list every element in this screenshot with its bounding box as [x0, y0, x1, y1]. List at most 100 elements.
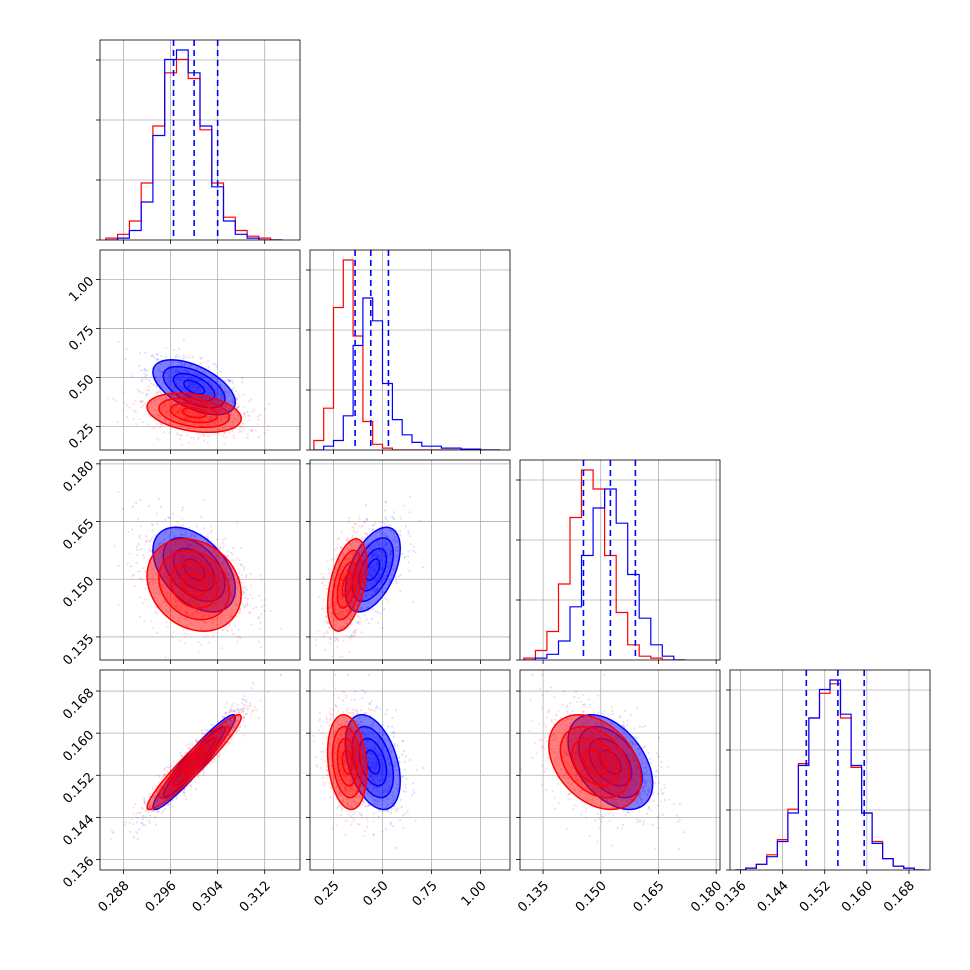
density-contour — [181, 572, 207, 598]
sample-point — [224, 387, 227, 390]
sample-point — [210, 388, 213, 391]
sample-point — [267, 424, 270, 427]
sample-point — [132, 409, 135, 412]
sample-point — [352, 634, 355, 637]
sample-point — [243, 707, 246, 710]
sample-point — [367, 550, 370, 553]
sample-point — [168, 431, 171, 434]
sample-point — [399, 534, 402, 537]
sample-point — [257, 640, 260, 643]
sample-point — [249, 572, 252, 575]
sample-point — [336, 645, 339, 648]
sample-point — [242, 591, 246, 594]
sample-point — [260, 599, 263, 602]
sample-point — [138, 418, 142, 421]
sample-point — [132, 836, 135, 839]
sample-point — [209, 531, 212, 534]
sample-point — [355, 628, 358, 632]
sample-point — [160, 530, 163, 534]
sample-point — [190, 436, 193, 440]
sample-point — [234, 390, 238, 393]
sample-point — [180, 434, 183, 437]
sample-point — [140, 379, 143, 383]
sample-point — [346, 536, 349, 540]
sample-point — [320, 608, 323, 611]
sample-point — [279, 627, 282, 630]
sample-point — [373, 523, 376, 527]
sample-point — [240, 546, 243, 549]
sample-point — [383, 608, 386, 611]
sample-point — [218, 755, 221, 758]
sample-point — [145, 540, 148, 543]
sample-point — [243, 695, 246, 698]
sample-point — [358, 620, 361, 624]
sample-point — [324, 620, 327, 623]
sample-point — [174, 355, 177, 359]
panel-content — [109, 673, 282, 841]
sample-point — [132, 573, 135, 577]
density-fill — [170, 403, 218, 423]
sample-point — [135, 545, 138, 549]
sample-point — [132, 402, 135, 405]
sample-point — [368, 527, 371, 530]
sample-point — [183, 632, 186, 635]
sample-point — [337, 639, 340, 642]
sample-point — [330, 558, 333, 561]
sample-point — [369, 531, 372, 534]
sample-point — [125, 348, 128, 351]
sample-point — [230, 379, 234, 382]
sample-point — [138, 570, 142, 573]
sample-point — [252, 607, 255, 610]
sample-point — [182, 339, 185, 342]
sample-point — [214, 363, 217, 366]
sample-point — [222, 434, 225, 438]
sample-point — [180, 755, 183, 758]
sample-point — [347, 520, 350, 524]
sample-point — [191, 744, 194, 747]
sample-point — [136, 548, 139, 552]
sample-point — [218, 545, 221, 548]
panel-frame — [99, 459, 301, 661]
sample-point — [200, 729, 203, 732]
sample-point — [159, 391, 162, 394]
sample-point — [366, 590, 369, 594]
sample-point — [222, 546, 225, 549]
sample-point — [183, 642, 187, 645]
sample-point — [200, 515, 203, 519]
sample-point — [371, 590, 375, 593]
sample-point — [335, 546, 338, 549]
sample-point — [211, 760, 214, 763]
sample-point — [353, 629, 356, 632]
sample-point — [151, 536, 154, 539]
sample-point — [384, 500, 387, 503]
sample-point — [132, 417, 135, 421]
sample-point — [134, 399, 137, 402]
sample-point — [213, 758, 217, 761]
sample-point — [383, 522, 386, 525]
sample-point — [321, 607, 324, 610]
sample-point — [132, 822, 135, 826]
sample-point — [354, 630, 357, 633]
sample-point — [135, 821, 138, 824]
sample-point — [156, 437, 159, 440]
sample-point — [207, 435, 210, 438]
sample-point — [373, 571, 376, 574]
sample-point — [217, 432, 220, 435]
sample-point — [142, 399, 145, 402]
sample-point — [242, 720, 245, 723]
sample-point — [242, 587, 245, 590]
sample-point — [365, 503, 368, 507]
sample-point — [376, 611, 379, 614]
sample-point — [236, 557, 239, 560]
density-contour — [336, 561, 358, 609]
sample-point — [135, 561, 138, 565]
sample-point — [222, 628, 225, 631]
panel-content — [113, 490, 282, 659]
sample-point — [207, 359, 210, 363]
sample-point — [366, 517, 369, 520]
sample-point — [241, 709, 245, 713]
sample-point — [197, 774, 200, 778]
sample-point — [220, 647, 224, 650]
sample-point — [321, 581, 324, 584]
sample-point — [366, 582, 369, 585]
